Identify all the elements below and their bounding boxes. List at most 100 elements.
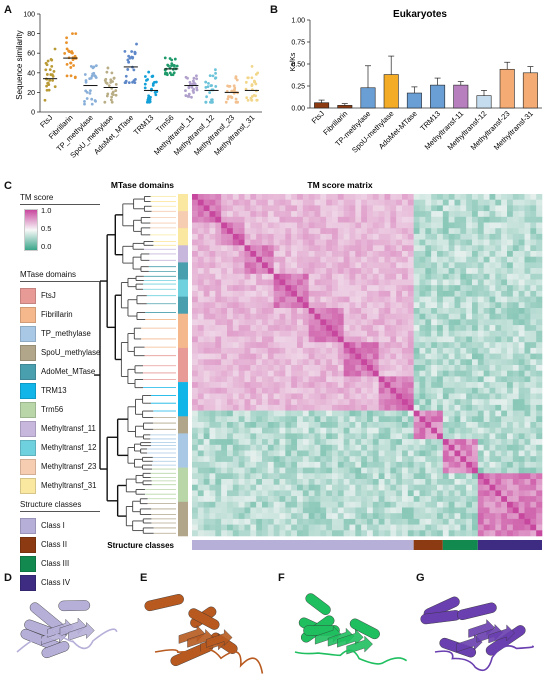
data-point [103, 100, 107, 104]
heatmap-cell [419, 290, 426, 297]
heatmap-cell [524, 211, 531, 218]
heatmap-cell [489, 262, 496, 269]
heatmap-cell [273, 404, 280, 411]
heatmap-cell [407, 359, 414, 366]
heatmap-cell [530, 479, 537, 485]
heatmap-cell [460, 251, 467, 257]
data-point [94, 64, 98, 68]
data-point [226, 97, 230, 101]
heatmap-cell [279, 251, 286, 257]
heatmap-cell [472, 382, 479, 389]
heatmap-cell [203, 496, 210, 503]
heatmap-cell [297, 256, 304, 263]
heatmap-cell [326, 273, 333, 280]
heatmap-cell [472, 450, 479, 457]
heatmap-cell [297, 325, 304, 332]
heatmap-cell [320, 308, 327, 314]
heatmap-cell [285, 353, 292, 360]
heatmap-cell [472, 336, 479, 343]
heatmap-cell [518, 496, 525, 503]
heatmap-cell [279, 410, 286, 417]
data-point [65, 36, 69, 40]
heatmap-cell [297, 285, 304, 292]
heatmap-cell [349, 387, 356, 394]
heatmap-cell [413, 365, 420, 371]
heatmap-cell [332, 399, 339, 406]
heatmap-cell [215, 262, 222, 269]
heatmap-cell [437, 313, 444, 320]
heatmap-cell [227, 302, 234, 309]
heatmap-cell [396, 461, 403, 468]
heatmap-cell [209, 501, 216, 508]
domain-strip-segment [178, 279, 188, 297]
heatmap-cell [337, 319, 344, 326]
heatmap-cell [437, 194, 444, 200]
heatmap-cell [437, 245, 444, 252]
heatmap-cell [250, 427, 257, 434]
heatmap-cell [442, 285, 449, 292]
heatmap-cell [495, 530, 502, 537]
data-point [109, 98, 113, 102]
heatmap-cell [227, 262, 234, 269]
heatmap-cell [425, 530, 432, 537]
heatmap-cell [419, 239, 426, 246]
heatmap-cell [279, 473, 286, 480]
heatmap-cell [460, 239, 467, 246]
heatmap-cell [203, 273, 210, 280]
heatmap-cell [396, 205, 403, 212]
tm-tick-high: 1.0 [41, 206, 52, 215]
heatmap-cell [372, 251, 379, 257]
heatmap-cell [448, 450, 455, 457]
heatmap-cell [483, 450, 490, 457]
heatmap-cell [448, 251, 455, 257]
heatmap-cell [314, 439, 321, 446]
domain-strip-segment [178, 450, 188, 468]
heatmap-cell [302, 251, 309, 257]
heatmap-cell [256, 245, 263, 252]
heatmap-cell [507, 325, 514, 332]
heatmap-cell [343, 313, 350, 320]
heatmap-cell [320, 507, 327, 514]
tm-colorbar: 1.0 0.5 0.0 [20, 206, 100, 255]
heatmap-cell [419, 376, 426, 383]
heatmap-cell [524, 228, 531, 235]
heatmap-cell [448, 336, 455, 343]
heatmap-cell [302, 387, 309, 394]
heatmap-cell [215, 513, 222, 520]
heatmap-cell [437, 479, 444, 485]
heatmap-cell [349, 496, 356, 503]
heatmap-cell [425, 233, 432, 240]
legend-label: Trm56 [41, 405, 64, 414]
heatmap-cell [518, 233, 525, 240]
heatmap-cell [279, 313, 286, 320]
heatmap-cell [349, 393, 356, 400]
heatmap-cell [512, 422, 519, 428]
heatmap-cell [512, 376, 519, 383]
heatmap-cell [372, 290, 379, 297]
heatmap-cell [460, 382, 467, 389]
heatmap-cell [355, 365, 362, 371]
heatmap-cell [431, 399, 438, 406]
heatmap-cell [425, 433, 432, 440]
heatmap-cell [390, 467, 397, 474]
heatmap-cell [501, 496, 508, 503]
heatmap-cell [273, 513, 280, 520]
heatmap-cell [396, 484, 403, 491]
heatmap-cell [326, 330, 333, 337]
bar [476, 95, 492, 109]
heatmap-cell [361, 325, 368, 332]
heatmap-cell [355, 313, 362, 320]
heatmap-cell [332, 524, 339, 531]
heatmap-cell [343, 325, 350, 332]
heatmap-cell [530, 439, 537, 446]
heatmap-cell [192, 296, 199, 303]
heatmap-cell [402, 370, 409, 377]
heatmap-cell [279, 427, 286, 434]
heatmap-cell [413, 444, 420, 451]
heatmap-cell [285, 262, 292, 269]
heatmap-cell [262, 473, 269, 480]
heatmap-cell [419, 319, 426, 326]
heatmap-cell [489, 399, 496, 406]
heatmap-cell [262, 256, 269, 263]
heatmap-cell [285, 302, 292, 309]
